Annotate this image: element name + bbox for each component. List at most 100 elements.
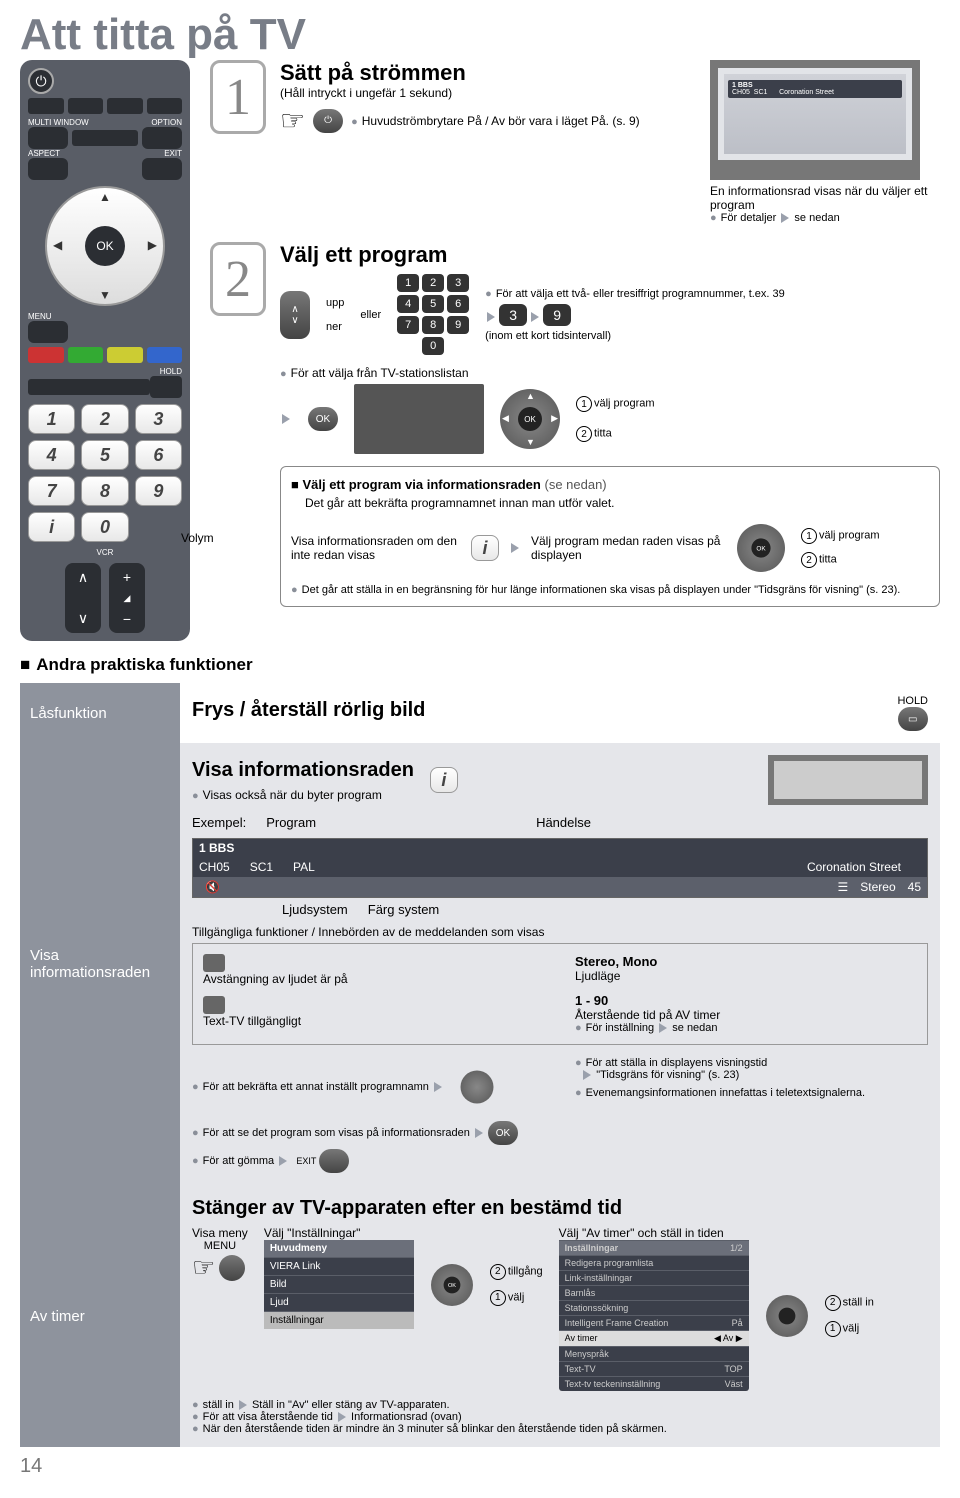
info-select-note: (se nedan) <box>544 477 606 492</box>
functions-label: Tillgängliga funktioner / Innebörden av … <box>192 925 928 939</box>
step1-info-line: En informationsrad visas när du väljer e… <box>710 184 940 212</box>
mini-keypad: 123 456 789 <box>397 274 469 334</box>
multi-window-label: MULTI WINDOW <box>28 118 89 127</box>
timer-n2: För att visa återstående tid <box>192 1411 333 1423</box>
dpad-small-1 <box>461 1071 494 1104</box>
settings-r4: Stationssökning <box>565 1303 629 1313</box>
hide-text: För att gömma <box>192 1155 274 1167</box>
infobar-prog: 1 BBS <box>193 839 927 857</box>
valj-text-2: välj <box>843 1322 860 1334</box>
show-info-a: Visa informationsraden om den inte redan… <box>291 534 461 562</box>
timer-n1: ställ in <box>192 1399 234 1411</box>
other-functions-heading: Andra praktiska funktioner <box>20 655 940 675</box>
step-2-badge: 2 <box>210 242 266 316</box>
info-label-text: Visa informationsraden <box>30 947 170 981</box>
hand-icon: ☞ <box>280 104 305 137</box>
step1-detail: För detaljer <box>710 212 776 224</box>
nav-ring: OK ▲ ▼ ◀ ▶ <box>45 186 165 306</box>
lock-label: Låsfunktion <box>20 683 180 743</box>
hold-button-icon: ▭ <box>898 707 928 731</box>
step-2-heading: Välj ett program <box>280 242 940 268</box>
exit-btn-icon <box>319 1149 349 1173</box>
volume-label: Volym <box>181 531 214 545</box>
menu-ljud: Ljud <box>264 1293 414 1311</box>
timer-label: Av timer <box>20 1185 180 1447</box>
keypad: 1 2 3 4 5 6 7 8 9 i 0 <box>28 404 182 542</box>
step-1-sub: (Håll intryckt i ungefär 1 sekund) <box>280 86 696 100</box>
dpad-icon-3: OK <box>431 1264 473 1306</box>
ttx-icon: ☰ <box>838 880 849 894</box>
dpad-icon-4 <box>766 1295 808 1337</box>
key-7[interactable]: 7 <box>28 476 75 506</box>
settings-r9v: Väst <box>725 1379 743 1389</box>
tv-list-note: För att välja från TV-stationslistan <box>280 366 469 380</box>
key-6[interactable]: 6 <box>135 440 182 470</box>
infobar-event: Coronation Street <box>807 860 901 874</box>
stereo-text: Stereo, Mono <box>575 954 657 969</box>
ttv-text: Text-TV tillgängligt <box>203 1014 545 1028</box>
program-label: Program <box>266 815 316 830</box>
valj-text: välj <box>508 1291 525 1303</box>
dpad-icon: OK ▲ ▼ ◀ ▶ <box>500 389 560 449</box>
settings-r3: Barnlås <box>565 1288 596 1298</box>
settings-r6: Av timer <box>565 1333 598 1344</box>
volume-rocker[interactable]: +◢− <box>109 563 145 633</box>
info-select-sub: Det går att bekräfta programnamnet innan… <box>305 496 929 510</box>
ok-button[interactable]: OK <box>85 226 125 266</box>
watch-label-2: titta <box>819 554 837 566</box>
stallin-text: ställ in <box>843 1296 874 1308</box>
infobar-time: 45 <box>908 880 921 894</box>
menu-inst: Inställningar <box>264 1311 414 1329</box>
channel-rocker[interactable]: ∧∨ <box>65 563 101 633</box>
see-prog-text: För att se det program som visas på info… <box>192 1127 470 1139</box>
settings-r5: Intelligent Frame Creation <box>565 1318 669 1328</box>
settings-panel: Inställningar1/2 Redigera programlista L… <box>559 1240 749 1391</box>
page-title: Att titta på TV <box>20 10 940 60</box>
hand-icon-2: ☞ <box>192 1252 215 1283</box>
mute-symbol <box>203 954 225 972</box>
example-key-3: 3 <box>499 304 527 326</box>
timer-n3: När den återstående tiden är mindre än 3… <box>192 1423 928 1435</box>
settings-r9: Text-tv teckeninställning <box>565 1379 661 1389</box>
key-1[interactable]: 1 <box>28 404 75 434</box>
settings-page: 1/2 <box>730 1243 743 1253</box>
menu-button-icon <box>219 1255 245 1281</box>
main-menu-panel: Huvudmeny VIERA Link Bild Ljud Inställni… <box>264 1240 414 1329</box>
infobar-ch: CH05 <box>199 860 230 874</box>
step1-see-below: se nedan <box>794 212 839 224</box>
choose-av-text: Välj "Av timer" och ställ in tiden <box>559 1226 928 1240</box>
set-see-text: För inställning <box>575 1022 654 1034</box>
station-list-preview <box>354 384 484 454</box>
settings-r8v: TOP <box>724 1364 742 1374</box>
key-9[interactable]: 9 <box>135 476 182 506</box>
key-0[interactable]: 0 <box>81 512 128 542</box>
limit-note: Det går att ställa in en begränsning för… <box>291 584 929 596</box>
event-label: Händelse <box>536 815 591 830</box>
hold-text: HOLD <box>897 695 928 707</box>
key-2[interactable]: 2 <box>81 404 128 434</box>
infobar-sc: SC1 <box>250 860 273 874</box>
ttx-symbol <box>203 996 225 1014</box>
see-below-text: se nedan <box>672 1022 717 1034</box>
step-1-badge: 1 <box>210 60 266 134</box>
key-i[interactable]: i <box>28 512 75 542</box>
hold-label: HOLD <box>160 367 182 376</box>
ljudsystem-label: Ljudsystem <box>282 902 348 917</box>
key-5[interactable]: 5 <box>81 440 128 470</box>
menu-text: MENU <box>192 1240 248 1252</box>
menu-bild: Bild <box>264 1275 414 1293</box>
settings-r7: Menyspråk <box>565 1349 609 1359</box>
key-8[interactable]: 8 <box>81 476 128 506</box>
down-label: ner <box>326 321 344 333</box>
mute-text: Avstängning av ljudet är på <box>203 972 545 986</box>
example-label: Exempel: <box>192 815 246 830</box>
dpad-icon-2: OK <box>737 524 785 572</box>
aspect-label: ASPECT <box>28 149 60 158</box>
page-number: 14 <box>20 1455 940 1478</box>
key-4[interactable]: 4 <box>28 440 75 470</box>
main-switch-note: Huvudströmbrytare På / Av bör vara i läg… <box>351 114 640 128</box>
show-info-b: Välj program medan raden visas på displa… <box>531 534 721 562</box>
confirm-text: För att bekräfta ett annat inställt prog… <box>192 1081 429 1093</box>
key-3[interactable]: 3 <box>135 404 182 434</box>
settings-r2: Link-inställningar <box>565 1273 633 1283</box>
